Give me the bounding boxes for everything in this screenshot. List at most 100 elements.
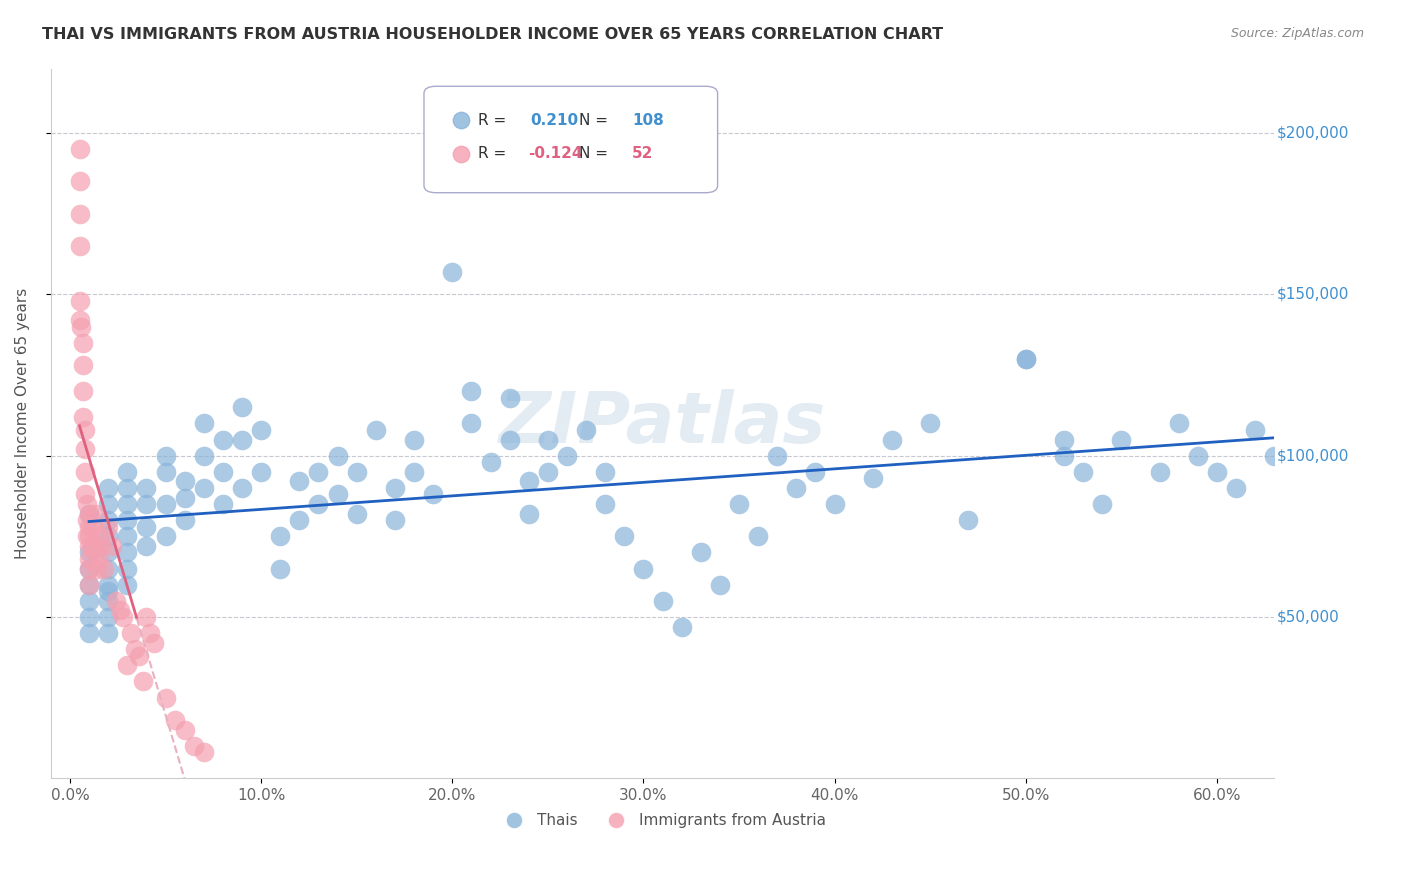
Point (402, 433, 425, 447)
Point (83, 545, 105, 559)
Point (173, 491, 195, 505)
Point (1071, 465, 1094, 479)
Point (120, 626, 142, 640)
Point (135, 610, 157, 624)
Point (651, 594, 673, 608)
Point (87, 552, 110, 566)
Point (384, 513, 406, 527)
Point (82, 519, 104, 533)
Point (77, 610, 100, 624)
Point (193, 417, 215, 431)
Text: 0.210: 0.210 (530, 112, 578, 128)
Point (72, 335, 94, 350)
Point (87, 529, 110, 543)
Text: $200,000: $200,000 (1277, 126, 1350, 141)
Point (479, 455, 502, 469)
Point (517, 475, 540, 489)
Point (77, 577, 100, 591)
Point (117, 577, 139, 591)
Point (183, 739, 205, 753)
Point (143, 636, 166, 650)
Point (131, 674, 153, 689)
Point (1149, 465, 1171, 479)
Point (117, 481, 139, 495)
Text: 52: 52 (631, 146, 654, 161)
Point (193, 746, 215, 760)
Point (97, 545, 120, 559)
Point (517, 507, 540, 521)
Point (364, 423, 387, 437)
Point (77, 594, 100, 608)
Point (83, 507, 105, 521)
Point (155, 690, 177, 705)
Point (699, 771, 721, 785)
Legend: Thais, Immigrants from Austria: Thais, Immigrants from Austria (494, 807, 832, 834)
Point (920, 417, 942, 431)
Point (76, 529, 98, 543)
Point (1187, 449, 1209, 463)
Point (77, 529, 100, 543)
Point (69, 174, 91, 188)
Point (593, 465, 616, 479)
Point (402, 465, 425, 479)
Point (173, 475, 195, 489)
Point (957, 513, 980, 527)
Point (70, 319, 93, 334)
Point (75, 465, 97, 479)
Point (1091, 497, 1114, 511)
Point (97, 577, 120, 591)
Point (124, 642, 146, 657)
Point (766, 449, 789, 463)
Point (537, 465, 560, 479)
Point (231, 481, 253, 495)
Point (699, 771, 721, 785)
Point (75, 442, 97, 457)
Point (97, 513, 120, 527)
Point (555, 449, 578, 463)
Point (575, 423, 598, 437)
Point (77, 577, 100, 591)
Point (117, 529, 139, 543)
Point (308, 497, 330, 511)
Point (97, 626, 120, 640)
Point (82, 539, 104, 553)
Point (97, 561, 120, 575)
Point (212, 497, 235, 511)
Point (193, 449, 215, 463)
Point (346, 465, 368, 479)
Point (689, 545, 711, 559)
Point (1015, 351, 1038, 366)
Point (69, 313, 91, 327)
Point (308, 465, 330, 479)
Point (97, 529, 120, 543)
Point (77, 561, 100, 575)
Point (75, 423, 97, 437)
Point (117, 545, 139, 559)
Point (69, 293, 91, 308)
Point (633, 561, 655, 575)
Point (97, 594, 120, 608)
Point (460, 384, 482, 398)
Point (288, 513, 311, 527)
Point (77, 539, 100, 553)
Point (97, 584, 120, 599)
Text: R =: R = (478, 146, 510, 161)
Point (250, 423, 273, 437)
Point (1167, 417, 1189, 431)
Point (101, 539, 124, 553)
Text: -0.124: -0.124 (529, 146, 582, 161)
Point (173, 513, 195, 527)
Point (77, 545, 100, 559)
Point (231, 433, 253, 447)
Point (97, 481, 120, 495)
Point (93, 561, 115, 575)
Point (77, 519, 100, 533)
Point (77, 552, 100, 566)
Point (498, 391, 520, 405)
Point (1111, 433, 1133, 447)
Point (824, 497, 846, 511)
Text: $100,000: $100,000 (1277, 448, 1350, 463)
Text: $50,000: $50,000 (1277, 609, 1340, 624)
Point (77, 626, 100, 640)
FancyBboxPatch shape (425, 87, 717, 193)
